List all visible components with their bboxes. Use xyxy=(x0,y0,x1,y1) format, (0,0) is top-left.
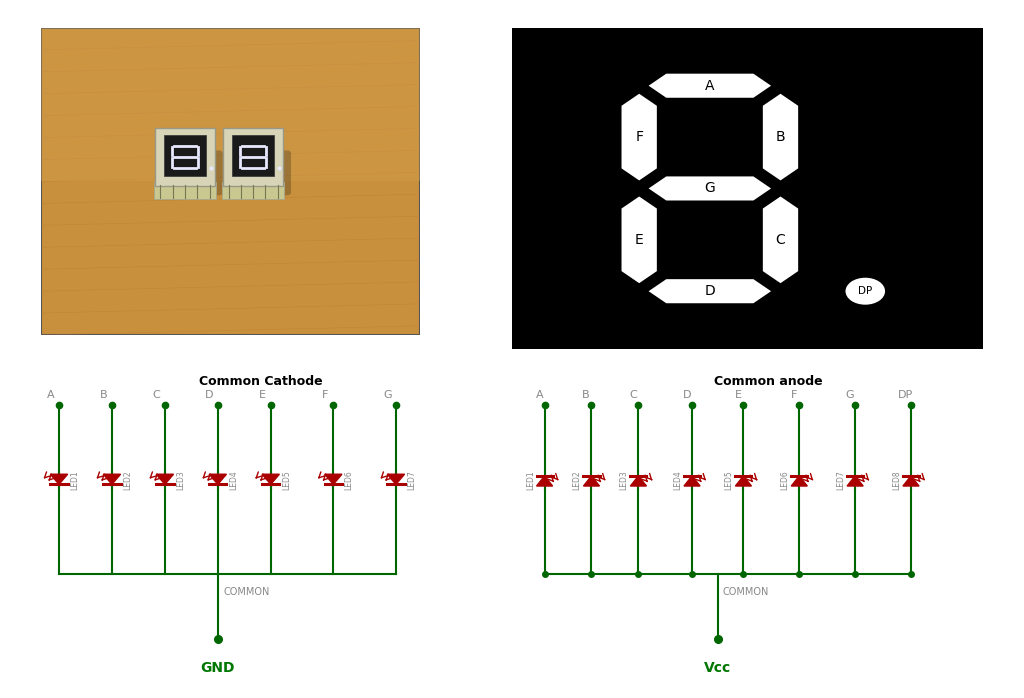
Text: G: G xyxy=(383,390,391,401)
Text: E: E xyxy=(259,390,265,401)
Text: D: D xyxy=(705,284,715,298)
Text: B: B xyxy=(99,390,108,401)
Polygon shape xyxy=(684,476,700,486)
Text: E: E xyxy=(635,233,643,247)
Text: G: G xyxy=(846,390,854,401)
Circle shape xyxy=(846,278,885,305)
Text: LED2: LED2 xyxy=(123,470,132,490)
Text: Vcc: Vcc xyxy=(705,660,731,674)
Bar xyxy=(164,135,206,176)
FancyBboxPatch shape xyxy=(226,151,291,195)
Text: LED8: LED8 xyxy=(892,470,901,490)
Text: C: C xyxy=(629,390,637,401)
Polygon shape xyxy=(50,474,68,484)
Polygon shape xyxy=(648,177,771,200)
Polygon shape xyxy=(648,279,771,303)
Polygon shape xyxy=(325,474,342,484)
Text: LED7: LED7 xyxy=(837,470,845,490)
Polygon shape xyxy=(763,197,798,283)
FancyBboxPatch shape xyxy=(222,182,285,199)
Polygon shape xyxy=(209,474,226,484)
Polygon shape xyxy=(157,474,173,484)
Text: E: E xyxy=(734,390,741,401)
Polygon shape xyxy=(262,474,280,484)
Text: DP: DP xyxy=(898,390,913,401)
Text: LED1: LED1 xyxy=(70,470,79,490)
Text: COMMON: COMMON xyxy=(223,587,270,597)
Text: B: B xyxy=(583,390,590,401)
Polygon shape xyxy=(537,476,553,486)
Text: A: A xyxy=(706,79,715,93)
Polygon shape xyxy=(584,476,599,486)
Text: GND: GND xyxy=(201,660,236,674)
Polygon shape xyxy=(847,476,863,486)
Text: D: D xyxy=(205,390,213,401)
Text: F: F xyxy=(791,390,797,401)
Text: LED5: LED5 xyxy=(725,470,733,490)
Text: D: D xyxy=(682,390,691,401)
Text: Common Cathode: Common Cathode xyxy=(200,376,323,388)
Polygon shape xyxy=(387,474,404,484)
Text: F: F xyxy=(635,130,643,144)
Text: LED3: LED3 xyxy=(176,470,185,490)
Text: B: B xyxy=(776,130,785,144)
FancyBboxPatch shape xyxy=(154,182,216,199)
Text: LED4: LED4 xyxy=(673,470,682,490)
FancyBboxPatch shape xyxy=(223,128,284,186)
Text: LED4: LED4 xyxy=(229,470,238,490)
Bar xyxy=(231,135,274,176)
Bar xyxy=(41,28,420,181)
Polygon shape xyxy=(103,474,121,484)
Text: LED6: LED6 xyxy=(780,470,790,490)
FancyBboxPatch shape xyxy=(155,128,215,186)
Polygon shape xyxy=(903,476,919,486)
Text: C: C xyxy=(775,233,785,247)
Text: LED1: LED1 xyxy=(525,470,535,490)
Text: LED6: LED6 xyxy=(344,470,353,490)
Polygon shape xyxy=(792,476,807,486)
Text: DP: DP xyxy=(858,286,872,296)
Text: Common anode: Common anode xyxy=(714,376,822,388)
Polygon shape xyxy=(735,476,752,486)
Polygon shape xyxy=(622,94,656,181)
Polygon shape xyxy=(631,476,646,486)
Text: C: C xyxy=(153,390,160,401)
FancyBboxPatch shape xyxy=(159,151,223,195)
Text: A: A xyxy=(536,390,543,401)
Polygon shape xyxy=(763,94,798,181)
Text: LED7: LED7 xyxy=(407,470,416,490)
Polygon shape xyxy=(622,197,656,283)
Text: LED5: LED5 xyxy=(282,470,291,490)
Text: A: A xyxy=(46,390,54,401)
Text: G: G xyxy=(705,181,715,195)
Polygon shape xyxy=(648,74,771,98)
Text: LED3: LED3 xyxy=(620,470,629,490)
Text: COMMON: COMMON xyxy=(722,587,769,597)
Text: F: F xyxy=(322,390,328,401)
Text: LED2: LED2 xyxy=(572,470,582,490)
